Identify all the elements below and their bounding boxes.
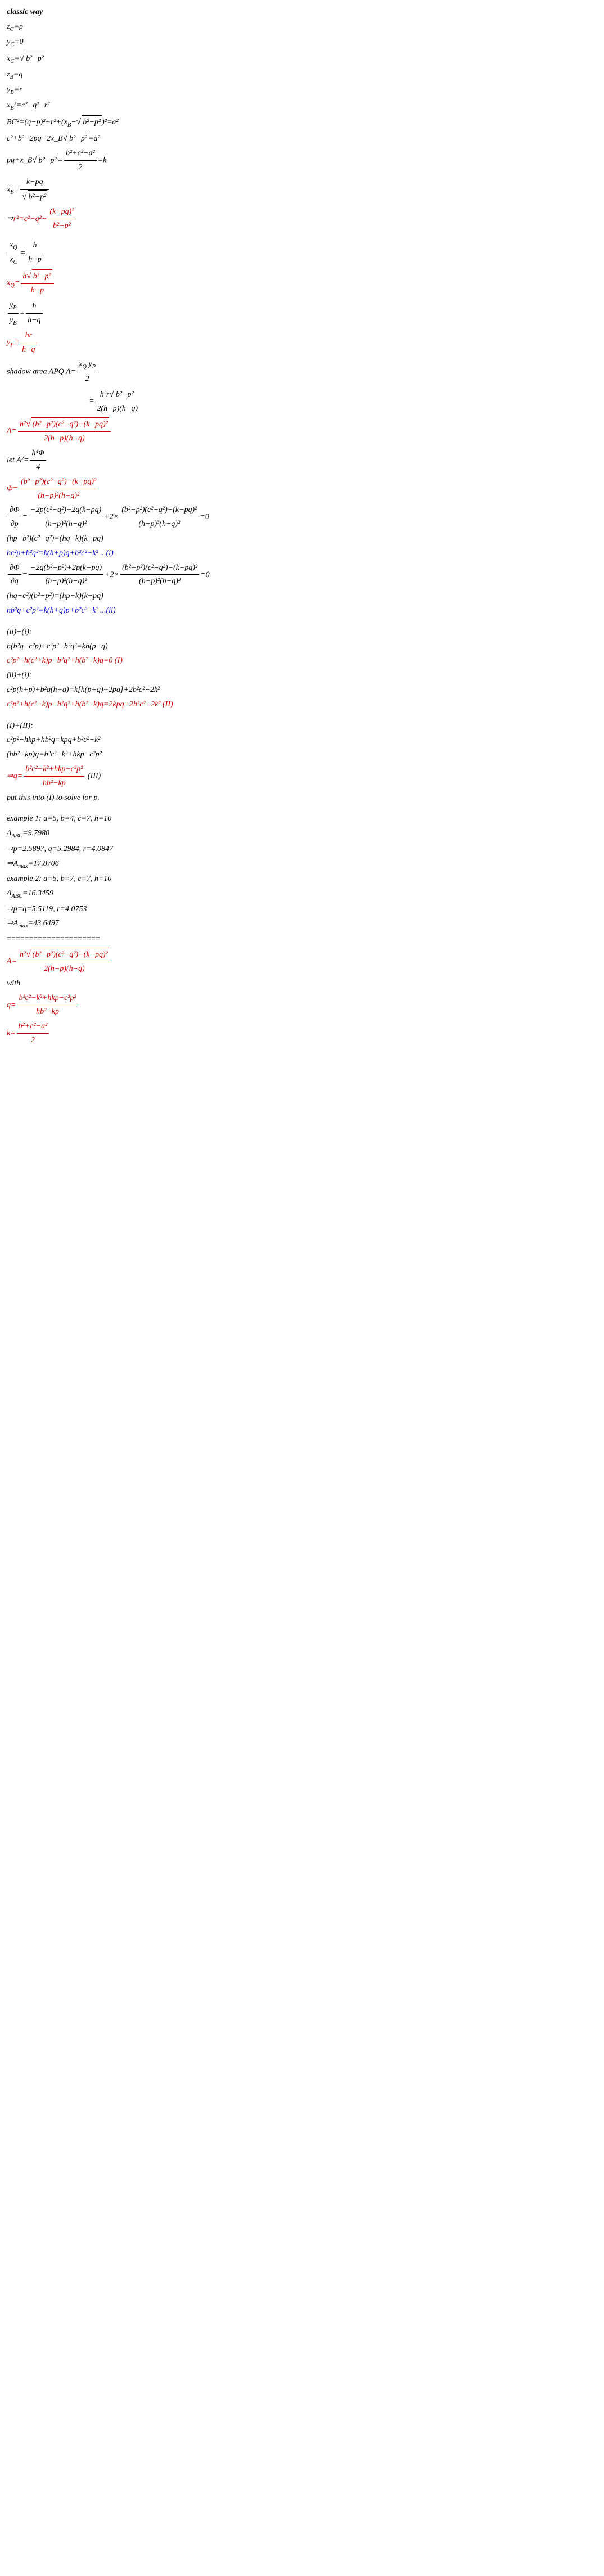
eq: shadow area APQ A=xQ yP2 [7, 358, 597, 386]
eq: xQ=h√b²−p²h−p [7, 269, 597, 298]
example-1: example 1: a=5, b=4, c=7, h=10 [7, 812, 597, 826]
eq: hc²p+b²q²=k(h+p)q+b²c²−k² ...(i) [7, 547, 597, 560]
example-2: example 2: a=5, b=7, c=7, h=10 [7, 872, 597, 886]
eq: c²p(h+p)+b²q(h+q)=k[h(p+q)+2pq]+2b²c²−2k… [7, 683, 597, 697]
eq: ΔABC=16.3459 [7, 887, 597, 902]
eq: ⇒p=2.5897, q=5.2984, r=4.0847 [7, 843, 597, 856]
eq: A=h²√(b²−p²)(c²−q²)−(k−pq)²2(h−p)(h−q) [7, 947, 597, 976]
eq: xC=√b²−p² [7, 51, 597, 67]
eq: BC²=(q−p)²+r²+(xB−√b²−p²)²=a² [7, 115, 597, 130]
eq: ∂Φ∂q=−2q(b²−p²)+2p(k−pq)(h−p)²(h−q)²+2×(… [7, 561, 597, 589]
eq: (I)+(II): [7, 719, 597, 733]
eq: pq+x_B√b²−p²=b²+c²−a²2=k [7, 147, 597, 174]
eq: ⇒p=q=5.5119, r=4.0753 [7, 903, 597, 916]
eq: let A²=h⁴Φ4 [7, 447, 597, 474]
eq: zC=p [7, 20, 597, 35]
eq: hb²q+c²p²=k(h+q)p+b²c²−k² ...(ii) [7, 604, 597, 618]
eq: xB=k−pq√b²−p² [7, 175, 597, 204]
eq: yB=r [7, 83, 597, 98]
eq: c²p²−hkp+hb²q=kpq+b²c²−k² [7, 733, 597, 747]
eq: c²+b²−2pq−2x_B√b²−p²=a² [7, 131, 597, 146]
eq: c²p²+h(c²−k)p+b²q²+h(b²−k)q=2kpq+2b²c²−2… [7, 698, 597, 711]
eq: xB²=c²−q²−r² [7, 99, 597, 114]
eq: yC=0 [7, 35, 597, 50]
eq: zB=q [7, 68, 597, 83]
eq: (hq−c²)(b²−p²)=(hp−k)(k−pq) [7, 589, 597, 603]
eq: =h²r√b²−p²2(h−p)(h−q) [7, 387, 597, 416]
eq: A=h²√(b²−p²)(c²−q²)−(k−pq)²2(h−p)(h−q) [7, 417, 597, 445]
eq: h(b²q−c²p)+c²p²−b²q²=kh(p−q) [7, 640, 597, 654]
eq: yP=hrh−q [7, 329, 597, 357]
eq: ⇒q=b²c²−k²+hkp−c²p²hb²−kp (III) [7, 763, 597, 790]
eq: q=b²c²−k²+hkp−c²p²hb²−kp [7, 992, 597, 1019]
eq: ΔABC=9.7980 [7, 827, 597, 841]
eq: (ii)+(i): [7, 669, 597, 682]
eq: ⇒r²=c²−q²−(k−pq)²b²−p² [7, 205, 597, 233]
separator: ===================== [7, 933, 597, 946]
eq: yPyB=hh−q [7, 299, 597, 328]
eq: xQxC=hh−p [7, 238, 597, 268]
eq: k=b²+c²−a²2 [7, 1020, 597, 1047]
eq: Φ=(b²−p²)(c²−q²)−(k−pq)²(h−p)²(h−q)² [7, 475, 597, 503]
eq: with [7, 977, 597, 990]
eq: (hb²−kp)q=b²c²−k²+hkp−c²p² [7, 748, 597, 762]
title: classic way [7, 6, 597, 19]
eq: c²p²−h(c²+k)p−b²q²+h(b²+k)q=0 (I) [7, 654, 597, 668]
eq: ∂Φ∂p=−2p(c²−q²)+2q(k−pq)(h−p)²(h−q)²+2×(… [7, 503, 597, 531]
eq: (ii)−(i): [7, 625, 597, 639]
eq: (hp−b²)(c²−q²)=(hq−k)(k−pq) [7, 532, 597, 546]
eq: ⇒Amax=43.6497 [7, 917, 597, 931]
eq: put this into (I) to solve for p. [7, 791, 597, 805]
eq: ⇒Amax=17.8706 [7, 857, 597, 872]
